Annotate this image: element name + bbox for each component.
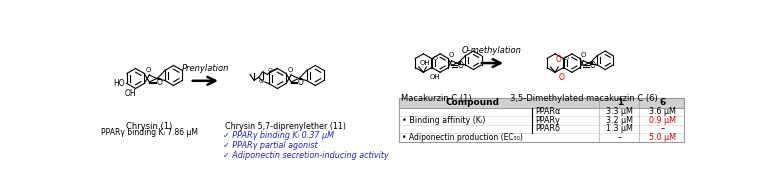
Bar — [399, 98, 684, 108]
Text: • Binding affinity (Kᵢ): • Binding affinity (Kᵢ) — [402, 116, 485, 125]
Text: O: O — [298, 78, 304, 87]
Text: PPARγ: PPARγ — [536, 116, 560, 125]
Text: O: O — [590, 61, 595, 70]
Text: 1: 1 — [616, 98, 623, 107]
Text: –: – — [661, 124, 664, 133]
Text: O: O — [146, 67, 151, 73]
Text: ✓ PPARγ binding Kᵢ 0.37 μM: ✓ PPARγ binding Kᵢ 0.37 μM — [223, 131, 334, 140]
Text: O: O — [156, 78, 162, 87]
Text: O-methylation: O-methylation — [462, 46, 522, 55]
Text: –: – — [618, 133, 622, 142]
Text: PPARδ: PPARδ — [536, 124, 560, 133]
Text: 0.9 μM: 0.9 μM — [649, 116, 676, 125]
Text: 3.2 μM: 3.2 μM — [607, 116, 633, 125]
Text: O: O — [581, 52, 586, 58]
Text: Macakurzin C (1): Macakurzin C (1) — [401, 94, 472, 103]
Text: 1.3 μM: 1.3 μM — [607, 124, 633, 133]
Text: O: O — [564, 56, 569, 61]
Text: O: O — [555, 55, 562, 64]
Text: 3.6 μM: 3.6 μM — [649, 108, 676, 117]
Text: Chrysin 5,7-diprenylether (11): Chrysin 5,7-diprenylether (11) — [225, 122, 346, 131]
Text: OH: OH — [429, 74, 440, 80]
Text: PPARγ binding Kᵢ 7.86 μM: PPARγ binding Kᵢ 7.86 μM — [101, 128, 198, 137]
Text: 3.3 μM: 3.3 μM — [607, 108, 633, 117]
Bar — [399, 98, 684, 142]
Text: O: O — [288, 67, 293, 73]
Text: 6: 6 — [659, 98, 666, 107]
Text: Compound: Compound — [446, 98, 500, 107]
Text: Prenylation: Prenylation — [181, 64, 229, 73]
Text: OH: OH — [420, 60, 431, 66]
Text: O: O — [267, 68, 273, 73]
Text: HO: HO — [114, 79, 125, 88]
Text: O: O — [559, 73, 565, 82]
Text: ✓ Adiponectin secretion-inducing activity: ✓ Adiponectin secretion-inducing activit… — [223, 151, 389, 160]
Text: • Adiponectin production (EC₅₀): • Adiponectin production (EC₅₀) — [402, 133, 523, 142]
Text: O: O — [432, 56, 437, 61]
Text: 3,5-Dimethylated macakurzin C (6): 3,5-Dimethylated macakurzin C (6) — [510, 94, 658, 103]
Text: PPARα: PPARα — [536, 108, 561, 117]
Text: O: O — [449, 52, 454, 58]
Text: Chrysin (1): Chrysin (1) — [126, 122, 173, 131]
Text: OH: OH — [125, 89, 136, 98]
Bar — [399, 108, 684, 142]
Text: 5.0 μM: 5.0 μM — [649, 133, 676, 142]
Text: O: O — [458, 61, 463, 70]
Text: ✓ PPARγ partial agonist: ✓ PPARγ partial agonist — [223, 141, 318, 150]
Text: O: O — [259, 79, 264, 84]
